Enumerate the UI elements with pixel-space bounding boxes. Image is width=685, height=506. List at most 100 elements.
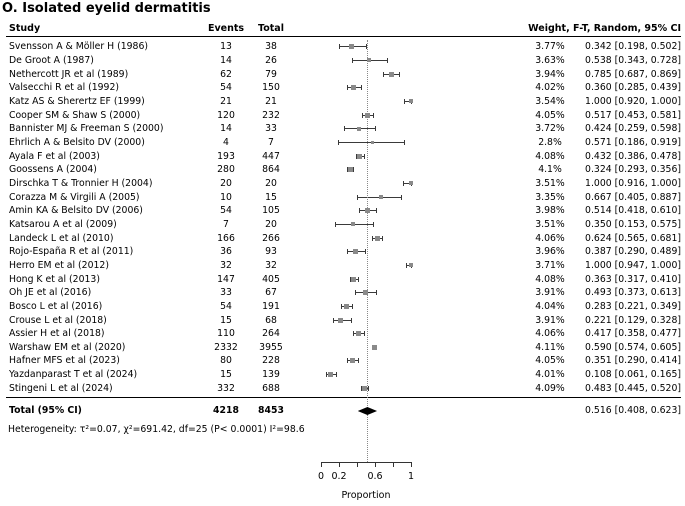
ci-value: 0.350 [0.153, 0.575] — [585, 218, 681, 230]
events-value: 110 — [217, 328, 235, 340]
events-value: 10 — [220, 191, 232, 203]
ci-cap-right — [357, 276, 359, 282]
estimate-marker — [370, 140, 374, 144]
total-value: 3955 — [259, 341, 283, 353]
ci-cap-left — [346, 85, 348, 91]
total-label: Total (95% CI) — [9, 405, 82, 416]
ci-cap-right — [382, 235, 384, 241]
total-value: 405 — [262, 273, 280, 285]
study-row: Svensson A & Möller H (1986) 13 38 3.77% 0.3… — [0, 40, 685, 54]
ci-line — [337, 141, 404, 143]
study-label: Bosco L et al (2016) — [9, 300, 103, 312]
study-row: Ayala F et al (2003) 193 447 4.08% 0.432 [0.… — [0, 150, 685, 164]
study-row: Yazdanparast T et al (2024) 15 139 4.01% 0.1… — [0, 368, 685, 382]
study-label: Dirschka T & Tronnier H (2004) — [9, 177, 153, 189]
weight-value: 3.72% — [535, 123, 565, 135]
ci-cap-left — [406, 262, 408, 268]
study-row: Dirschka T & Tronnier H (2004) 20 20 3.51% 1… — [0, 177, 685, 191]
total-value: 38 — [265, 41, 277, 53]
events-value: 13 — [220, 41, 232, 53]
ci-value: 0.483 [0.445, 0.520] — [585, 382, 681, 394]
reference-line — [367, 40, 368, 462]
ci-value: 1.000 [0.916, 1.000] — [585, 177, 681, 189]
ci-value: 0.432 [0.386, 0.478] — [585, 150, 681, 162]
ci-value: 0.360 [0.285, 0.439] — [585, 82, 681, 94]
ci-cap-right — [375, 208, 377, 214]
total-ci-value: 0.516 [0.408, 0.623] — [585, 405, 681, 416]
ci-line — [403, 100, 411, 102]
events-value: 36 — [220, 246, 232, 258]
total-value: 139 — [262, 369, 280, 381]
ci-cap-left — [403, 180, 405, 186]
ci-cap-right — [365, 249, 366, 255]
ci-cap-left — [357, 194, 359, 200]
total-value: 20 — [265, 177, 277, 189]
study-row: Ehrlich A & Belsito DV (2000) 4 7 2.8% 0.571… — [0, 136, 685, 150]
study-label: Hong K et al (2013) — [9, 273, 100, 285]
events-value: 54 — [220, 300, 232, 312]
total-divider-line — [6, 397, 681, 398]
total-value: 33 — [265, 123, 277, 135]
study-row: De Groot A (1987) 14 26 3.63% 0.538 [0.343, … — [0, 54, 685, 68]
x-axis-tick — [375, 462, 376, 467]
study-label: Ehrlich A & Belsito DV (2000) — [9, 136, 145, 148]
ci-cap-left — [371, 235, 373, 241]
ci-cap-right — [403, 139, 405, 145]
estimate-marker — [409, 99, 413, 104]
total-row: Total (95% CI) 4218 8453 0.516 [0.408, 0… — [0, 404, 685, 418]
study-row: Herro EM et al (2012) 32 32 3.71% 1.000 [0.9… — [0, 259, 685, 273]
study-row: Cooper SM & Shaw S (2000) 120 232 4.05% 0.51… — [0, 109, 685, 123]
weight-value: 4.05% — [535, 355, 565, 367]
ci-cap-right — [366, 44, 368, 50]
events-value: 7 — [223, 218, 229, 230]
ci-value: 0.108 [0.061, 0.165] — [585, 369, 681, 381]
ci-cap-right — [376, 290, 378, 296]
study-label: Valsecchi R et al (1992) — [9, 82, 120, 94]
study-row: Hong K et al (2013) 147 405 4.08% 0.363 [0.3… — [0, 273, 685, 287]
weight-value: 3.94% — [535, 68, 565, 80]
study-label: Svensson A & Möller H (1986) — [9, 41, 148, 53]
x-axis-label: Proportion — [341, 490, 391, 501]
study-row: Bannister MJ & Freeman S (2000) 14 33 3.72%… — [0, 122, 685, 136]
weight-value: 2.8% — [538, 136, 562, 148]
total-value: 7 — [268, 136, 274, 148]
study-label: De Groot A (1987) — [9, 54, 94, 66]
study-label: Goossens A (2004) — [9, 164, 97, 176]
total-value: 105 — [262, 205, 280, 217]
estimate-marker — [371, 344, 377, 350]
estimate-marker — [343, 303, 349, 309]
weight-value: 4.08% — [535, 273, 565, 285]
study-label: Ayala F et al (2003) — [9, 150, 100, 162]
total-value: 15 — [265, 191, 277, 203]
total-value: 67 — [265, 287, 277, 299]
weight-value: 3.91% — [535, 287, 565, 299]
ci-cap-left — [353, 331, 355, 337]
study-label: Cooper SM & Shaw S (2000) — [9, 109, 141, 121]
study-row: Corazza M & Virgili A (2005) 10 15 3.35% 0.6… — [0, 191, 685, 205]
x-axis-tick — [411, 462, 412, 467]
events-value: 332 — [217, 382, 235, 394]
estimate-marker — [350, 222, 355, 227]
study-row: Hafner MFS et al (2023) 80 228 4.05% 0.351 [… — [0, 354, 685, 368]
ci-cap-left — [326, 372, 328, 378]
estimate-marker — [350, 358, 356, 364]
events-value: 32 — [220, 259, 232, 271]
estimate-marker — [328, 372, 334, 378]
heterogeneity-note: Heterogeneity: τ²=0.07, χ²=691.42, df=25… — [8, 424, 305, 435]
study-label: Assier H et al (2018) — [9, 328, 105, 340]
x-axis-tick — [393, 462, 394, 467]
events-value: 80 — [220, 355, 232, 367]
ci-cap-left — [332, 317, 334, 323]
total-events-value: 4218 — [213, 405, 239, 416]
weight-value: 4.09% — [535, 382, 565, 394]
total-value: 191 — [262, 300, 280, 312]
study-label: Warshaw EM et al (2020) — [9, 341, 126, 353]
weight-value: 3.51% — [535, 177, 565, 189]
x-axis-tick-label: 0 — [317, 471, 325, 482]
ci-cap-left — [334, 221, 336, 227]
ci-cap-right — [360, 85, 362, 91]
column-header-study: Study — [9, 23, 41, 34]
estimate-marker — [347, 167, 353, 173]
ci-cap-left — [382, 71, 384, 77]
